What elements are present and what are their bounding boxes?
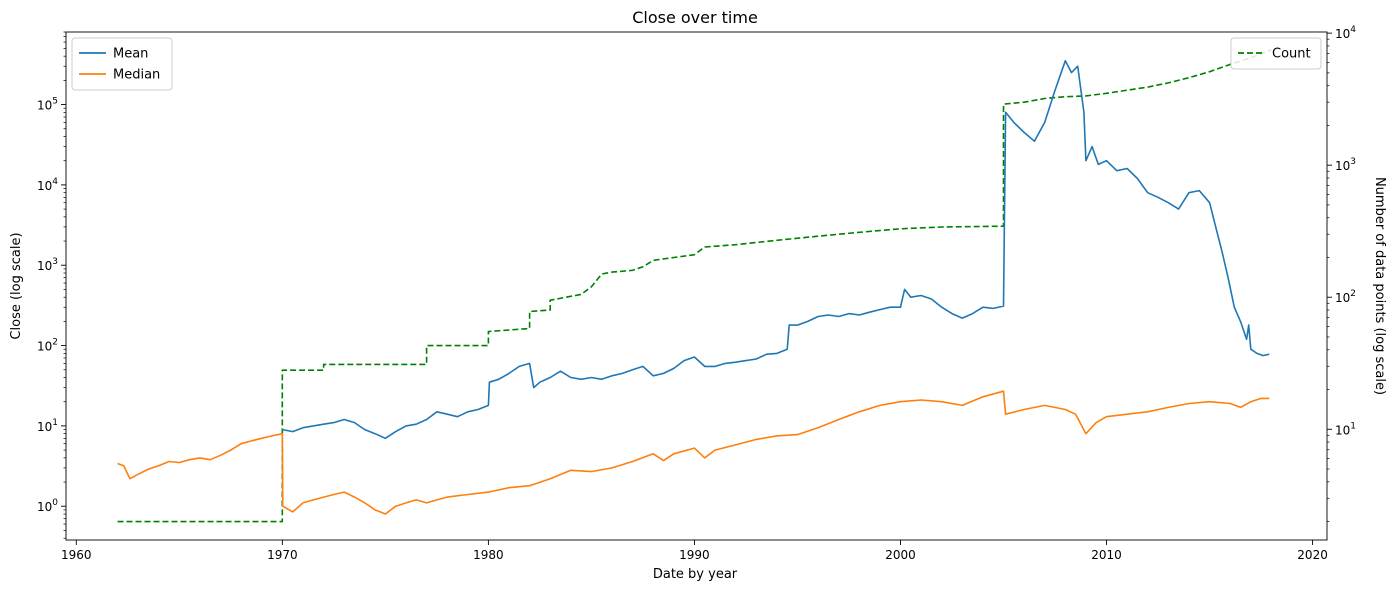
plot-area: [117, 48, 1272, 523]
x-tick-label: 1970: [267, 548, 298, 562]
x-tick-label: 2020: [1297, 548, 1328, 562]
y2-axis-label: Number of data points (log scale): [1372, 177, 1387, 395]
legend-layer: Mean Median Count: [71, 37, 1322, 91]
series-line-mean: [282, 60, 1270, 440]
y2-tick-label: 104: [1335, 25, 1356, 41]
x-tick-label: 1960: [61, 548, 92, 562]
tick-layer: 1960 1970 1980 1990 2000 2010 2020 100 101 102 103…: [37, 25, 1356, 562]
x-tick-label: 1990: [679, 548, 710, 562]
y2-tick-label: 103: [1335, 157, 1356, 173]
axes-frame: [65, 31, 1328, 541]
y-tick-label: 100: [37, 498, 58, 514]
y-tick-label: 105: [37, 97, 58, 113]
y2-tick-label: 102: [1335, 289, 1356, 305]
y-tick-label: 103: [37, 257, 58, 273]
x-axis-label: Date by year: [653, 567, 738, 582]
legend-label-count: Count: [1272, 47, 1311, 62]
series-line-count: [117, 48, 1272, 523]
legend-label-mean: Mean: [113, 47, 148, 62]
y-tick-label: 102: [37, 338, 58, 354]
legend-label-median: Median: [113, 68, 160, 83]
chart-title: Close over time: [632, 8, 758, 27]
x-tick-label: 2010: [1091, 548, 1122, 562]
series-line-median: [117, 390, 1270, 515]
legend-box: [1230, 37, 1322, 70]
y-tick-label: 101: [37, 418, 58, 434]
x-tick-label: 1980: [473, 548, 504, 562]
y-axis-label: Close (log scale): [9, 232, 24, 339]
x-tick-label: 2000: [885, 548, 916, 562]
y-tick-label: 104: [37, 177, 58, 193]
y2-tick-label: 101: [1335, 421, 1356, 437]
legend-box: [71, 37, 173, 91]
